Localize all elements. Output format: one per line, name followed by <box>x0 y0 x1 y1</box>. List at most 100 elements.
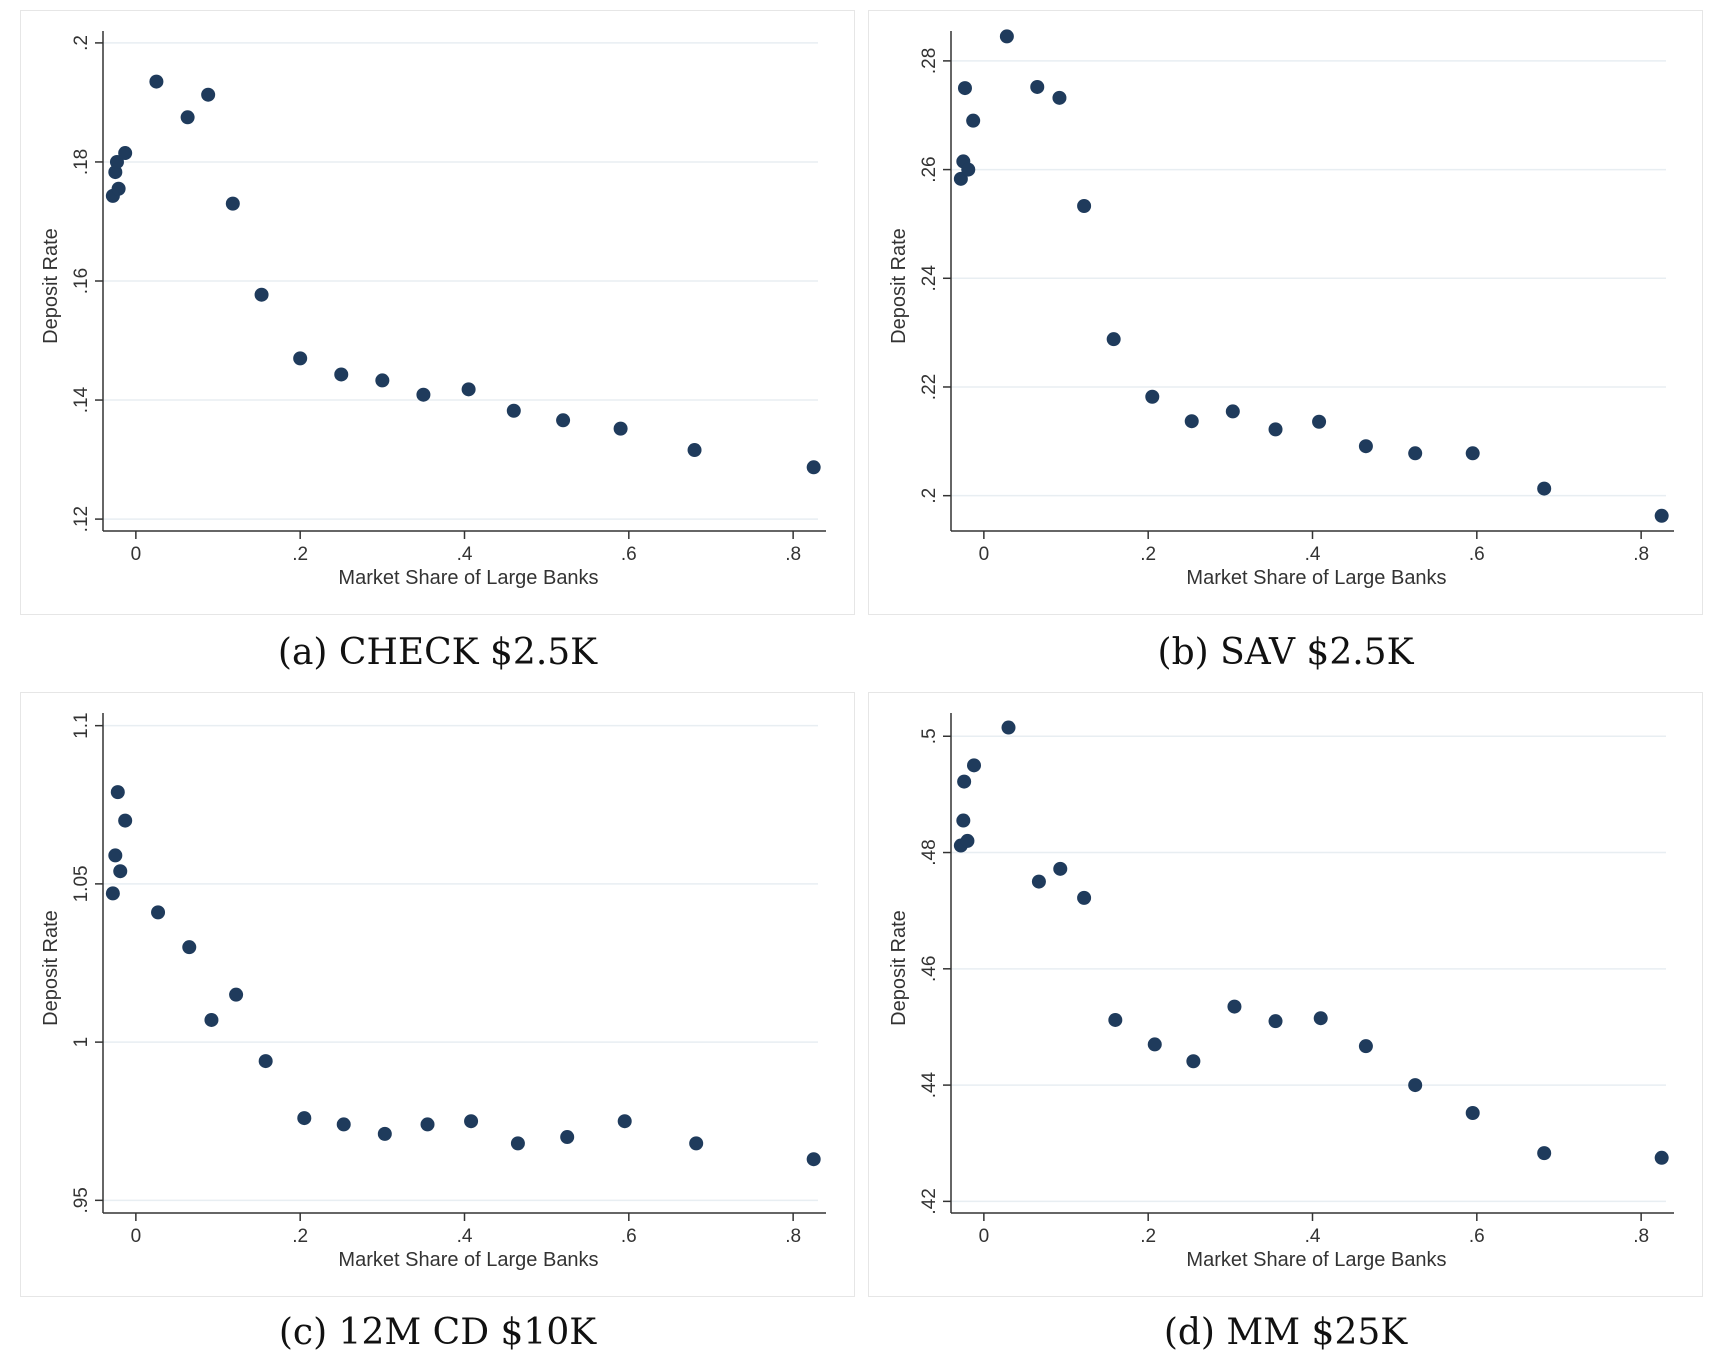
data-point <box>961 162 976 177</box>
data-point <box>109 154 124 169</box>
x-tick-label: .4 <box>457 544 473 565</box>
x-tick-label: 0 <box>131 544 142 565</box>
data-point <box>806 460 821 475</box>
data-point <box>1108 1012 1123 1027</box>
data-point <box>687 443 702 458</box>
y-tick-label: .48 <box>919 839 940 865</box>
y-tick-label: .16 <box>71 268 92 294</box>
x-tick-label: .6 <box>1469 544 1485 565</box>
data-point <box>1408 446 1423 461</box>
data-point <box>957 774 972 789</box>
x-tick-label: 0 <box>979 544 990 565</box>
data-point <box>336 1117 351 1132</box>
data-point <box>1654 1150 1669 1165</box>
data-point <box>1465 446 1480 461</box>
x-axis-title: Market Share of Large Banks <box>1186 1249 1446 1271</box>
x-axis-title: Market Share of Large Banks <box>1186 567 1446 589</box>
chart-panel-sav: .2 .22 .24 .26 .28 0 .2 .4 .6 .8 Market Share of L… <box>868 10 1703 615</box>
data-point <box>201 87 216 102</box>
x-tick-label: .4 <box>1305 1226 1321 1247</box>
x-tick-label: .6 <box>1469 1226 1485 1247</box>
data-point <box>1268 1014 1283 1029</box>
data-point <box>556 413 571 428</box>
y-tick-label: 1 <box>71 1037 92 1048</box>
data-point <box>1227 999 1242 1014</box>
data-point <box>510 1136 525 1151</box>
data-point <box>1408 1078 1423 1093</box>
y-tick-label: .46 <box>919 956 940 982</box>
y-tick-label: .95 <box>71 1187 92 1213</box>
data-point <box>806 1152 821 1167</box>
data-point <box>1052 90 1067 105</box>
data-point <box>105 886 120 901</box>
data-point <box>1186 1054 1201 1069</box>
data-point <box>1001 720 1016 735</box>
x-tick-label: .2 <box>1140 544 1156 565</box>
data-point <box>1077 199 1092 213</box>
data-point <box>1106 332 1121 347</box>
y-axis-title: Deposit Rate <box>40 910 62 1026</box>
data-point <box>1358 439 1373 454</box>
x-tick-label: .8 <box>1633 1226 1649 1247</box>
data-point <box>1465 1106 1480 1120</box>
x-tick-label: 0 <box>131 1226 142 1247</box>
data-point <box>377 1126 392 1141</box>
x-tick-label: .8 <box>785 1226 801 1247</box>
x-tick-label: .2 <box>1140 1226 1156 1247</box>
y-axis-title: Deposit Rate <box>888 228 910 344</box>
data-point <box>229 987 244 1002</box>
y-tick-label: .44 <box>919 1071 940 1098</box>
y-tick-label: .22 <box>919 374 940 400</box>
y-tick-label: .26 <box>919 156 940 182</box>
y-tick-label: .28 <box>919 48 940 74</box>
y-axis-title: Deposit Rate <box>888 910 910 1026</box>
data-point <box>151 905 166 920</box>
x-tick-label: .8 <box>1633 544 1649 565</box>
data-point <box>110 785 125 800</box>
data-point <box>1313 1011 1328 1026</box>
y-tick-label: .18 <box>71 149 92 175</box>
caption-cd: (c) 12M CD $10K <box>278 1312 597 1353</box>
y-tick-label: .2 <box>71 35 92 51</box>
data-point <box>1358 1039 1373 1054</box>
y-axis-title: Deposit Rate <box>40 228 62 344</box>
data-point <box>293 351 308 366</box>
data-point <box>957 81 972 96</box>
data-point <box>1225 404 1240 419</box>
data-point <box>118 146 133 161</box>
x-tick-label: .8 <box>785 544 801 565</box>
data-point <box>1537 481 1552 496</box>
data-point <box>1312 414 1327 429</box>
data-point <box>420 1117 435 1132</box>
x-tick-label: 0 <box>979 1226 990 1247</box>
caption-mm: (d) MM $25K <box>1163 1312 1408 1353</box>
data-point <box>149 74 164 89</box>
caption-check: (a) CHECK $2.5K <box>277 632 598 673</box>
y-tick-label: .24 <box>919 265 940 292</box>
x-tick-label: .6 <box>621 1226 637 1247</box>
data-point <box>258 1054 273 1069</box>
data-point <box>204 1012 219 1027</box>
data-point <box>1030 79 1045 94</box>
x-tick-label: .2 <box>292 544 308 565</box>
y-tick-label: 1.05 <box>71 865 92 902</box>
data-point <box>1145 389 1160 404</box>
x-axis-title: Market Share of Large Banks <box>338 567 598 589</box>
data-point <box>1077 890 1092 905</box>
data-point <box>225 196 240 211</box>
data-point <box>1147 1037 1162 1052</box>
x-axis-title: Market Share of Large Banks <box>338 1249 598 1271</box>
data-point <box>613 421 628 436</box>
scatter-plot-sav: .2 .22 .24 .26 .28 0 .2 .4 .6 .8 Market Share of L… <box>888 29 1674 589</box>
data-point <box>1184 414 1199 429</box>
data-point <box>461 382 476 397</box>
y-tick-label: 1.1 <box>71 712 92 738</box>
data-point <box>254 287 269 302</box>
data-point <box>1537 1146 1552 1161</box>
data-point <box>297 1111 312 1126</box>
data-point <box>1053 861 1068 876</box>
data-point <box>113 864 128 879</box>
data-point <box>1031 874 1046 889</box>
data-point <box>617 1114 632 1129</box>
